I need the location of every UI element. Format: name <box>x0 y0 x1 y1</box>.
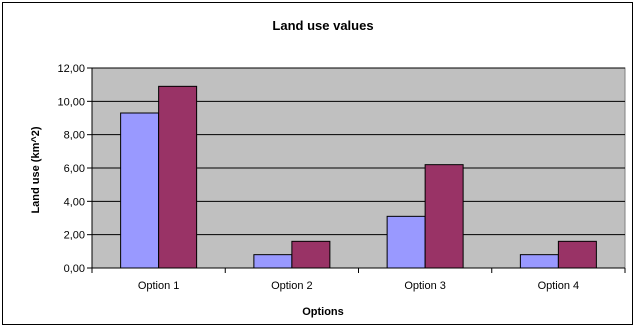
y-tick-label: 4,00 <box>64 196 85 208</box>
x-tick-label: Option 3 <box>404 280 446 292</box>
y-tick-label: 8,00 <box>64 130 85 142</box>
bar-series1-option-3 <box>386 215 426 269</box>
x-tick-label: Option 2 <box>271 280 313 292</box>
bar-series1-option-1 <box>120 112 160 269</box>
x-tick-label: Option 1 <box>138 280 180 292</box>
y-axis: 0,00 2,00 4,00 6,00 8,00 10,00 12,00 <box>57 63 93 275</box>
bars <box>120 85 597 269</box>
bar-series2-option-2 <box>291 240 331 269</box>
chart-title: Land use values <box>272 18 373 33</box>
bar-series2-option-4 <box>557 240 597 269</box>
y-tick-label: 10,00 <box>57 96 85 108</box>
x-axis-label: Options <box>302 306 344 318</box>
bar-series1-option-4 <box>519 254 559 269</box>
x-axis: Option 1 Option 2 Option 3 Option 4 <box>91 267 626 292</box>
y-tick-label: 6,00 <box>64 163 85 175</box>
bar-series1-option-2 <box>253 254 293 269</box>
y-axis-label: Land use (km^2) <box>30 126 42 213</box>
bar-series2-option-1 <box>158 85 198 269</box>
y-tick-label: 2,00 <box>64 230 85 242</box>
x-tick-label: Option 4 <box>538 280 580 292</box>
bar-series2-option-3 <box>424 164 464 269</box>
y-tick-label: 12,00 <box>57 63 85 75</box>
y-tick-label: 0,00 <box>64 263 85 275</box>
